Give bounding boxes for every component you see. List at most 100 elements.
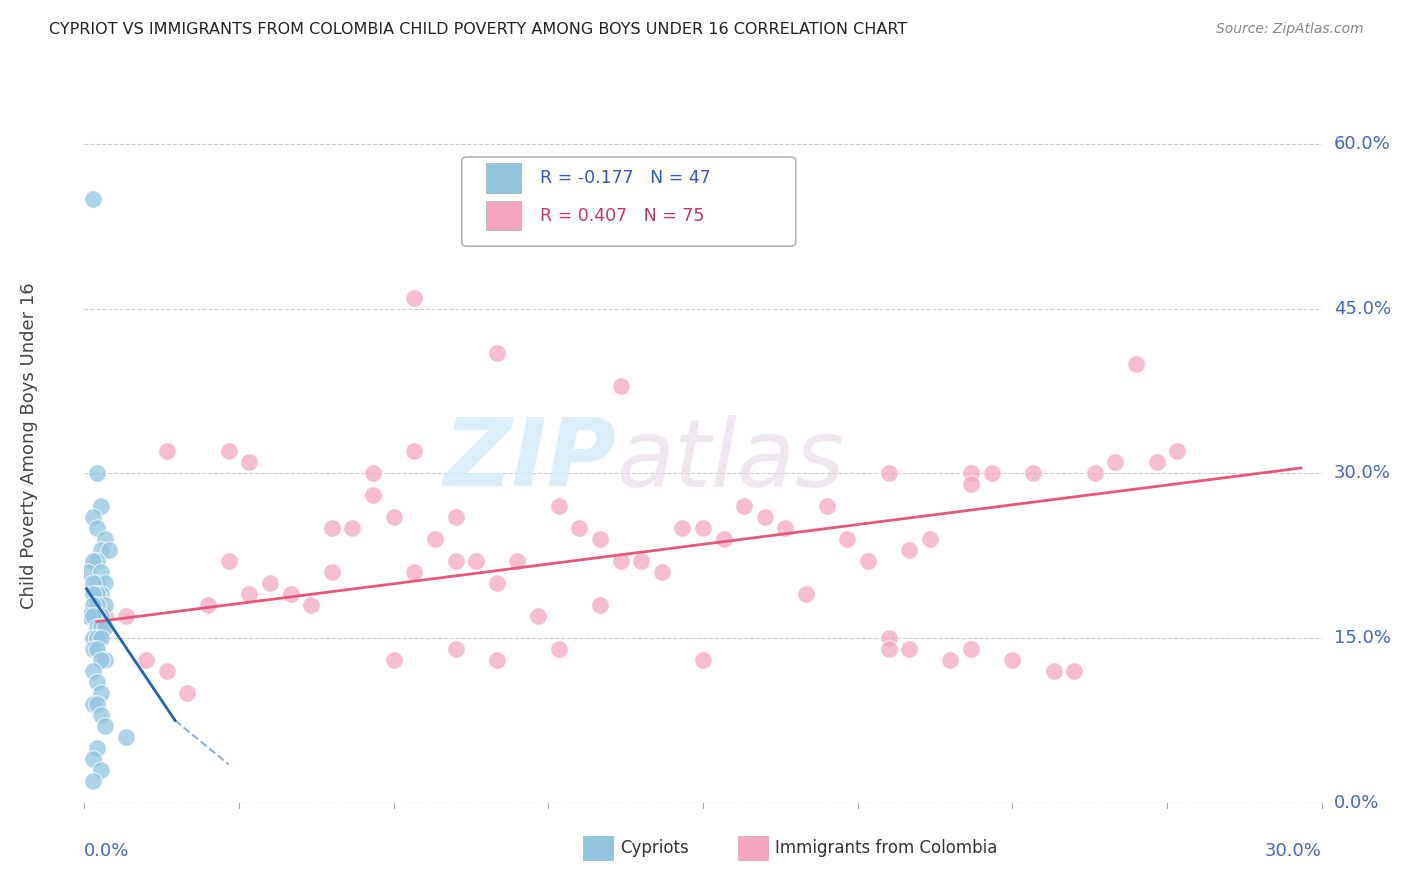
Point: [527, 609, 550, 624]
Text: 60.0%: 60.0%: [1334, 135, 1391, 153]
Point: [82, 554, 104, 568]
Point: [589, 598, 612, 612]
Text: Child Poverty Among Boys Under 16: Child Poverty Among Boys Under 16: [20, 283, 38, 609]
Point: [361, 467, 384, 481]
Point: [547, 642, 569, 657]
Point: [82, 598, 104, 612]
Point: [651, 566, 673, 580]
Point: [837, 533, 859, 547]
Point: [754, 510, 776, 524]
Point: [898, 642, 921, 657]
Point: [94, 533, 117, 547]
Point: [94, 609, 117, 624]
Point: [382, 510, 405, 524]
Point: [218, 554, 240, 568]
Point: [423, 533, 446, 547]
Point: [404, 566, 426, 580]
Text: CYPRIOT VS IMMIGRANTS FROM COLOMBIA CHILD POVERTY AMONG BOYS UNDER 16 CORRELATIO: CYPRIOT VS IMMIGRANTS FROM COLOMBIA CHIL…: [49, 22, 907, 37]
Point: [444, 554, 467, 568]
Point: [1104, 455, 1126, 469]
Point: [960, 467, 983, 481]
Point: [90, 587, 112, 601]
Point: [321, 521, 343, 535]
Point: [671, 521, 693, 535]
Point: [609, 554, 631, 568]
Point: [444, 642, 467, 657]
Point: [815, 500, 838, 514]
Point: [1166, 444, 1188, 458]
Point: [86, 467, 108, 481]
Point: [877, 642, 900, 657]
Point: [733, 500, 755, 514]
Point: [90, 543, 112, 558]
Point: [86, 642, 108, 657]
Point: [82, 576, 104, 591]
Point: [1084, 467, 1107, 481]
Point: [794, 587, 817, 601]
Text: Immigrants from Colombia: Immigrants from Colombia: [775, 839, 997, 857]
Point: [404, 291, 426, 305]
Point: [1146, 455, 1168, 469]
Point: [94, 620, 117, 634]
Point: [465, 554, 488, 568]
Point: [856, 554, 879, 568]
Point: [877, 467, 900, 481]
Point: [877, 631, 900, 645]
Point: [82, 773, 104, 788]
Point: [547, 500, 569, 514]
Point: [361, 488, 384, 502]
Text: Cypriots: Cypriots: [620, 839, 689, 857]
Point: [568, 521, 591, 535]
Point: [86, 609, 108, 624]
Bar: [486, 162, 522, 193]
Point: [94, 653, 117, 667]
Text: 30.0%: 30.0%: [1265, 842, 1322, 860]
Point: [82, 752, 104, 766]
Point: [342, 521, 364, 535]
Point: [444, 510, 467, 524]
Point: [135, 653, 157, 667]
Point: [485, 653, 508, 667]
Point: [1063, 664, 1085, 678]
Point: [86, 697, 108, 711]
Point: [86, 521, 108, 535]
Point: [898, 543, 921, 558]
Point: [404, 444, 426, 458]
Point: [94, 576, 117, 591]
Point: [156, 444, 179, 458]
Point: [82, 609, 104, 624]
Point: [82, 697, 104, 711]
Point: [299, 598, 322, 612]
Point: [713, 533, 735, 547]
Point: [86, 620, 108, 634]
Text: ZIP: ZIP: [443, 414, 616, 507]
Point: [1022, 467, 1045, 481]
Point: [86, 587, 108, 601]
Point: [86, 740, 108, 755]
Point: [94, 598, 117, 612]
Point: [1042, 664, 1064, 678]
Point: [218, 444, 240, 458]
Point: [280, 587, 302, 601]
Point: [86, 576, 108, 591]
Bar: [486, 201, 522, 230]
Point: [939, 653, 962, 667]
Point: [960, 642, 983, 657]
Point: [90, 620, 112, 634]
Point: [114, 609, 136, 624]
Point: [692, 653, 714, 667]
Point: [259, 576, 281, 591]
Point: [86, 598, 108, 612]
Text: atlas: atlas: [616, 415, 845, 506]
Point: [77, 609, 100, 624]
Point: [238, 587, 260, 601]
Point: [90, 653, 112, 667]
Text: 0.0%: 0.0%: [84, 842, 129, 860]
Point: [176, 686, 198, 700]
Point: [82, 631, 104, 645]
Text: Source: ZipAtlas.com: Source: ZipAtlas.com: [1216, 22, 1364, 37]
Point: [98, 543, 121, 558]
Text: R = -0.177   N = 47: R = -0.177 N = 47: [540, 169, 710, 186]
Point: [980, 467, 1002, 481]
Point: [630, 554, 652, 568]
